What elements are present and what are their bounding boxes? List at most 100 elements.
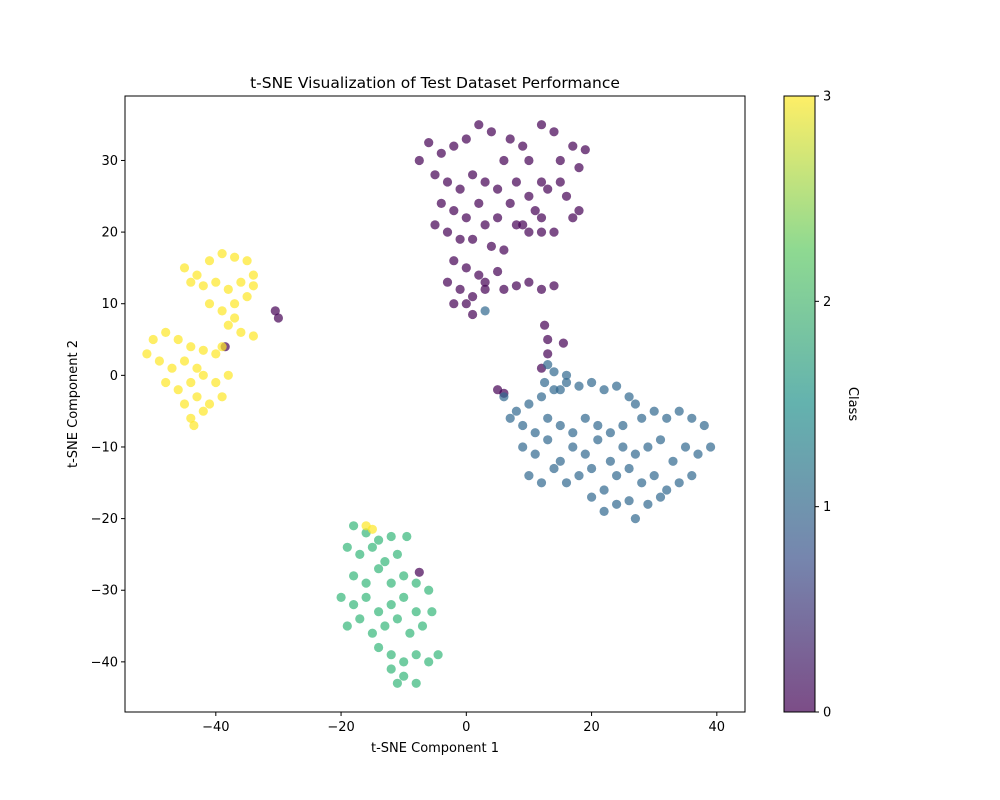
y-tick-label: −20 <box>91 512 118 527</box>
data-point <box>524 227 534 237</box>
data-point <box>392 678 402 688</box>
data-point <box>480 277 490 287</box>
data-point <box>186 342 196 352</box>
colorbar-tick-label: 1 <box>823 500 831 515</box>
data-point <box>518 420 528 431</box>
data-point <box>455 234 465 244</box>
data-point <box>524 191 534 201</box>
data-point <box>355 549 365 560</box>
data-point <box>442 277 453 287</box>
data-point <box>530 428 540 438</box>
scatter-points <box>142 120 716 688</box>
data-point <box>179 263 190 273</box>
data-point <box>630 514 641 524</box>
data-point <box>687 471 697 481</box>
data-point <box>540 377 550 388</box>
data-point <box>536 227 547 237</box>
data-point <box>580 413 590 423</box>
data-point <box>399 592 409 603</box>
data-point <box>461 213 471 223</box>
data-point <box>587 377 597 388</box>
data-point <box>424 138 434 148</box>
data-point <box>392 614 402 624</box>
data-point <box>624 392 634 402</box>
data-point <box>424 585 434 595</box>
data-point <box>637 478 647 488</box>
data-point <box>386 578 396 588</box>
data-point <box>405 628 415 638</box>
data-point <box>668 456 678 466</box>
data-point <box>468 234 478 244</box>
data-point <box>374 535 384 545</box>
data-point <box>374 564 384 574</box>
data-point <box>674 406 684 416</box>
data-point <box>505 134 515 144</box>
data-point <box>480 284 490 294</box>
data-point <box>230 299 240 309</box>
data-point <box>524 399 534 409</box>
data-point <box>493 266 503 277</box>
data-point <box>680 442 691 452</box>
data-point <box>612 381 622 391</box>
data-point <box>361 578 371 588</box>
data-point <box>637 413 647 423</box>
data-point <box>411 678 421 688</box>
data-point <box>561 377 572 388</box>
data-point <box>511 220 521 230</box>
data-point <box>499 284 509 294</box>
data-point <box>593 435 603 445</box>
data-point <box>624 496 634 506</box>
data-point <box>662 413 672 423</box>
data-point <box>230 252 240 262</box>
y-tick-label: −10 <box>91 440 118 455</box>
data-point <box>161 327 171 337</box>
data-point <box>349 521 359 531</box>
data-point <box>217 342 227 352</box>
data-point <box>414 155 424 166</box>
data-point <box>574 206 584 216</box>
plot-frame <box>124 95 746 713</box>
data-point <box>655 435 666 445</box>
y-tick-label: −40 <box>91 655 118 670</box>
data-point <box>411 607 421 617</box>
data-point <box>386 664 396 674</box>
data-point <box>612 471 622 481</box>
data-point <box>411 650 421 660</box>
data-point <box>624 463 634 474</box>
data-point <box>649 406 659 416</box>
data-point <box>555 456 565 466</box>
data-point <box>518 141 528 151</box>
data-point <box>499 245 509 255</box>
data-point <box>699 420 709 431</box>
data-point <box>399 571 409 581</box>
data-point <box>192 363 202 373</box>
data-point <box>342 542 352 552</box>
y-tick-label: 30 <box>101 154 118 169</box>
data-point <box>599 485 609 495</box>
data-point <box>574 471 584 481</box>
colorbar-ticks: 0 1 2 3 <box>815 90 831 721</box>
data-point <box>561 370 572 380</box>
data-point <box>223 320 233 330</box>
data-point <box>543 413 553 423</box>
data-point <box>336 592 346 603</box>
data-point <box>605 428 616 438</box>
data-point <box>380 621 390 631</box>
data-point <box>555 420 565 431</box>
data-point <box>461 134 471 144</box>
data-point <box>693 449 703 459</box>
data-point <box>561 478 572 488</box>
data-point <box>543 334 553 345</box>
data-point <box>154 356 164 366</box>
data-point <box>189 420 199 431</box>
data-point <box>374 607 384 617</box>
y-tick-label: 0 <box>110 369 118 384</box>
y-axis-ticks: −40 −30 −20 −10 0 10 20 30 <box>91 154 125 670</box>
x-tick-label: −20 <box>327 720 354 735</box>
data-point <box>549 227 559 237</box>
data-point <box>179 356 190 366</box>
colorbar-gradient <box>784 96 815 712</box>
data-point <box>186 377 196 388</box>
data-point <box>355 614 365 624</box>
data-point <box>349 600 359 610</box>
